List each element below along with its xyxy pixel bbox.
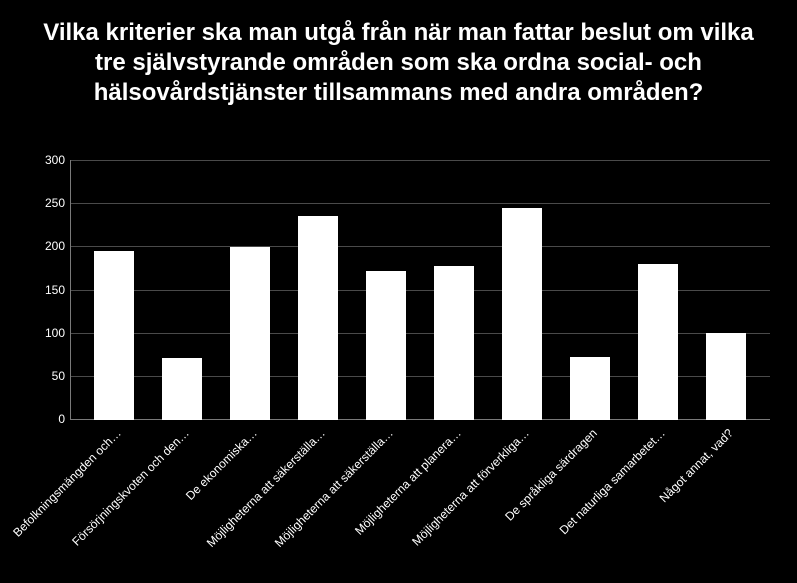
bar bbox=[298, 216, 339, 420]
bar-slot bbox=[216, 160, 284, 420]
x-tick-label: Befolkningsmängden och… bbox=[10, 426, 124, 540]
bar bbox=[638, 264, 679, 420]
bars-group bbox=[70, 160, 770, 420]
x-label-slot: Försörjningskvoten och den… bbox=[148, 420, 216, 580]
bar-slot bbox=[692, 160, 760, 420]
x-axis-labels: Befolkningsmängden och…Försörjningskvote… bbox=[70, 420, 770, 580]
bar-slot bbox=[420, 160, 488, 420]
bar-slot bbox=[556, 160, 624, 420]
bar-slot bbox=[148, 160, 216, 420]
bar-slot bbox=[352, 160, 420, 420]
x-label-slot: Det naturliga samarbetet… bbox=[624, 420, 692, 580]
bar bbox=[502, 208, 543, 420]
bar-slot bbox=[624, 160, 692, 420]
y-tick-label: 250 bbox=[45, 196, 65, 210]
x-label-slot: Något annat, vad? bbox=[692, 420, 760, 580]
bar bbox=[434, 266, 475, 420]
bar bbox=[706, 333, 747, 420]
bar-slot bbox=[488, 160, 556, 420]
y-tick-label: 150 bbox=[45, 283, 65, 297]
bar bbox=[570, 357, 611, 420]
bar bbox=[366, 271, 407, 420]
bar-slot bbox=[80, 160, 148, 420]
y-tick-label: 100 bbox=[45, 326, 65, 340]
y-tick-label: 300 bbox=[45, 153, 65, 167]
bar-slot bbox=[284, 160, 352, 420]
chart-container: Vilka kriterier ska man utgå från när ma… bbox=[0, 0, 797, 583]
y-tick-label: 0 bbox=[58, 412, 65, 426]
bar bbox=[230, 247, 271, 420]
bar bbox=[94, 251, 135, 420]
plot-area: 050100150200250300 bbox=[70, 160, 770, 420]
y-tick-label: 50 bbox=[52, 369, 65, 383]
bar bbox=[162, 358, 203, 420]
y-tick-label: 200 bbox=[45, 239, 65, 253]
chart-title: Vilka kriterier ska man utgå från när ma… bbox=[0, 0, 797, 116]
